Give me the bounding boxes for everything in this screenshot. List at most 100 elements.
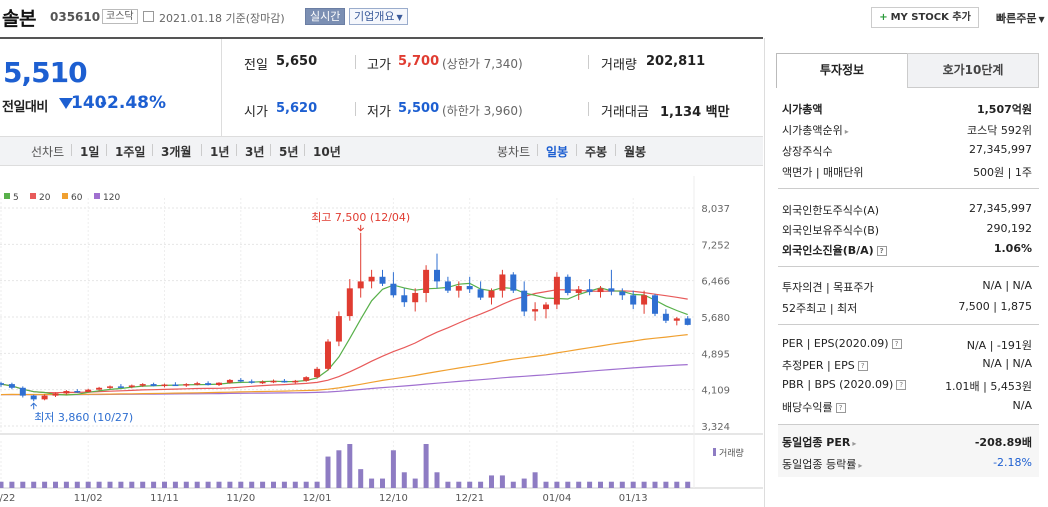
candle-body [30,395,37,400]
period-3m[interactable]: 3개월 [161,145,192,159]
chevron-right-icon: ▸ [844,127,849,136]
volume-bar [489,475,494,488]
volume-bar [151,481,157,488]
open-value: 5,620 [276,101,318,116]
dividend-text: 배당수익률 [782,401,833,414]
candle-body [608,288,615,292]
tab-invest-info[interactable]: 투자정보 [776,53,908,88]
candle-body [216,382,222,386]
volume-bar [532,472,538,488]
industry-box [778,425,1039,477]
volume-label: 거래량 [601,58,637,73]
candle-body [19,387,26,396]
high-annotation: 최고 7,500 (12/04) [311,211,410,224]
period-3y[interactable]: 3년 [245,145,265,159]
candle-body [183,384,190,386]
foreign-hold-value: 290,192 [986,222,1033,235]
help-icon[interactable]: ? [876,246,887,256]
period-1w[interactable]: 1주일 [115,145,146,159]
volume-bar [281,481,287,488]
volume-bar [510,481,516,488]
period-1y[interactable]: 1년 [210,145,230,159]
shares-label: 상장주식수 [782,145,833,158]
foreign-ratio-label: 외국인소진율(B/A)? [782,242,887,258]
x-tick-label: 12/10 [379,493,408,504]
period-weekly[interactable]: 주봉 [585,145,608,159]
candle-body [172,384,179,387]
y-tick-label: 7,252 [701,240,730,251]
help-icon[interactable]: ? [857,361,868,371]
candlestick-chart[interactable]: 5 20 60 120 8,037 7,252 6,466 5,680 4,895 4,109 3,… [0,166,763,507]
high-label: 고가 [367,58,391,73]
volume-bar [31,481,37,488]
tab-hoga-10[interactable]: 호가10단계 [907,53,1039,88]
company-overview-label: 기업개요 [354,10,395,23]
volume-bar [303,481,309,488]
volume-bar [9,481,15,488]
candle-body [466,286,473,290]
volume-bar [0,481,4,488]
est-per-value: N/A | N/A [982,357,1032,370]
candle-body [379,276,386,284]
volume-bar [445,481,451,488]
help-icon[interactable]: ? [835,403,846,413]
realtime-button[interactable]: 실시간 [305,8,346,25]
volume-bar [369,478,375,488]
per-value: N/A | -191원 [966,339,1032,352]
market-cap-value: 1,507억원 [976,103,1032,116]
candle-body [248,381,255,383]
volume-legend-swatch [713,448,716,456]
period-1d[interactable]: 1일 [80,145,100,159]
dividend-value: N/A [1012,399,1032,412]
header-divider [0,37,763,39]
quick-order-dropdown[interactable]: 빠른주문 ▼ [996,10,1045,26]
price-box [0,39,222,136]
est-per-label: 추정PER | EPS? [782,357,868,373]
add-mystock-label: MY STOCK 추가 [890,12,971,23]
legend-swatch [94,193,100,199]
divider [588,102,589,116]
candle-body [564,276,571,293]
industry-rate-label[interactable]: 동일업종 등락률 ▸ [782,456,862,472]
candle-body [684,318,691,325]
volume-bar [162,481,167,488]
period-monthly[interactable]: 월봉 [624,145,647,159]
ma5-line [0,282,688,396]
pbr-text: PBR | BPS (2020.09) [782,378,894,391]
volume-bar [249,481,255,488]
x-tick-label: 10/22 [0,493,15,504]
candle-body [270,380,277,383]
x-tick-label: 11/02 [74,493,103,504]
volume-bar [74,481,80,488]
period-10y[interactable]: 10년 [313,145,341,159]
pbr-value: 1.01배 | 5,453원 [945,380,1032,393]
candle-body [85,389,92,392]
shares-value: 27,345,997 [969,143,1032,156]
per-label: PER | EPS(2020.09)? [782,337,902,350]
candle-body [641,295,648,305]
per-text: PER | EPS(2020.09) [782,337,889,350]
candle-body [662,313,669,321]
volume-bar [521,478,527,488]
volume-bar [412,478,418,488]
market-cap-rank-label[interactable]: 시가총액순위 ▸ [782,122,849,138]
market-cap-label: 시가총액 [782,103,823,116]
candle-body [96,387,103,390]
est-per-text: 추정PER | EPS [782,359,855,372]
volume-bar [292,481,298,488]
company-overview-dropdown[interactable]: 기업개요 ▼ [349,8,408,25]
dividend-label: 배당수익률? [782,399,846,415]
help-icon[interactable]: ? [891,339,902,349]
stock-code: 035610 [50,10,101,24]
period-daily[interactable]: 일봉 [546,145,569,159]
help-icon[interactable]: ? [896,380,907,390]
ma60-line [0,334,688,396]
period-5y[interactable]: 5년 [279,145,299,159]
volume-bar [641,481,647,488]
legend-label: 120 [103,193,120,203]
industry-per-label[interactable]: 동일업종 PER ▸ [782,434,856,450]
volume-bar [543,481,549,488]
candle-body [139,384,146,386]
divider [588,55,589,69]
add-mystock-button[interactable]: + MY STOCK 추가 [871,7,979,28]
